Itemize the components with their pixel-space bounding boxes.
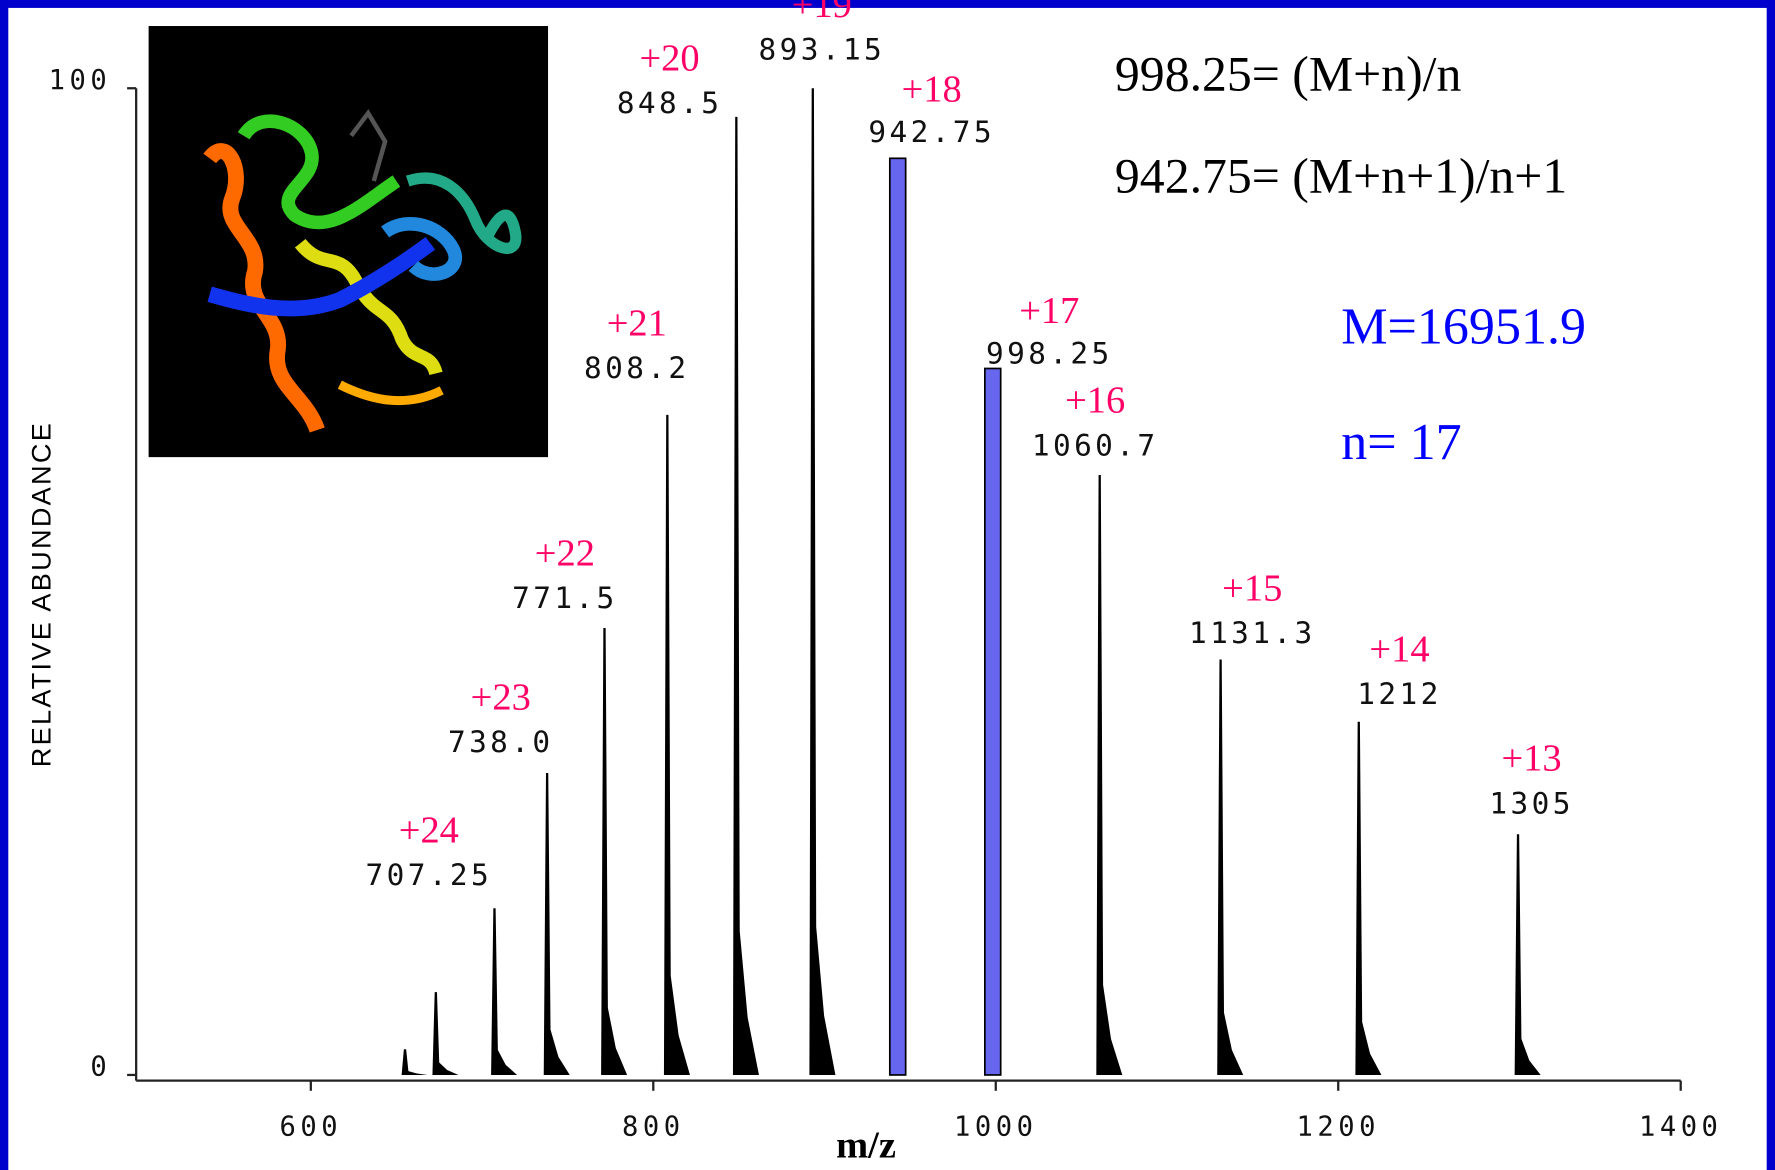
peak-label: 1212 <box>1357 677 1441 711</box>
x-tick-label: 1000 <box>954 1112 1037 1143</box>
equation: 998.25= (M+n)/n <box>1115 47 1462 102</box>
peak <box>732 116 759 1075</box>
charge-label: +19 <box>792 0 852 26</box>
charge-label: +15 <box>1222 567 1282 609</box>
peak <box>809 88 836 1075</box>
peak <box>601 627 628 1075</box>
x-tick-label: 1200 <box>1296 1112 1379 1143</box>
protein-inset <box>148 26 549 458</box>
result: n= 17 <box>1341 414 1461 471</box>
peak-label: 738.0 <box>448 725 554 759</box>
peak <box>543 773 570 1075</box>
result: M=16951.9 <box>1341 298 1586 355</box>
peak-label: 707.25 <box>366 858 493 892</box>
y-axis-label: RELATIVE ABUNDANCE <box>26 421 57 767</box>
charge-label: +18 <box>902 69 962 111</box>
peak-label: 998.25 <box>986 336 1113 370</box>
peak-label: 893.15 <box>759 32 886 66</box>
charge-label: +17 <box>1019 290 1079 332</box>
peak <box>1096 475 1123 1075</box>
equation: 942.75= (M+n+1)/n+1 <box>1115 148 1567 203</box>
y-tick-label: 0 <box>90 1052 111 1083</box>
highlight-bar <box>888 157 907 1076</box>
charge-label: +16 <box>1065 380 1125 422</box>
highlight-bar <box>983 367 1002 1076</box>
charge-label: +20 <box>639 37 699 79</box>
x-tick-label: 600 <box>280 1112 343 1143</box>
charge-label: +13 <box>1502 738 1562 780</box>
peak-label: 848.5 <box>617 86 723 120</box>
peak <box>491 908 518 1075</box>
charge-label: +24 <box>399 809 459 851</box>
charge-label: +14 <box>1369 629 1429 671</box>
x-tick-label: 1400 <box>1639 1112 1722 1143</box>
peak <box>401 1049 428 1075</box>
peak <box>663 414 690 1075</box>
x-axis-label: m/z <box>836 1124 896 1166</box>
peak-label: 1131.3 <box>1189 616 1316 650</box>
charge-label: +22 <box>535 533 595 575</box>
peak <box>432 992 459 1075</box>
peak-label: 1060.7 <box>1032 428 1159 462</box>
peak <box>1514 834 1541 1075</box>
x-tick-label: 800 <box>622 1112 685 1143</box>
peak <box>1217 659 1244 1075</box>
peak-label: 808.2 <box>584 351 690 385</box>
peak-label: 942.75 <box>868 115 995 149</box>
charge-label: +21 <box>607 302 667 344</box>
peak <box>1355 721 1382 1075</box>
peak-label: 1305 <box>1489 786 1573 820</box>
charge-label: +23 <box>471 676 531 718</box>
peak-label: 771.5 <box>512 581 618 615</box>
y-tick-label: 100 <box>49 65 112 96</box>
